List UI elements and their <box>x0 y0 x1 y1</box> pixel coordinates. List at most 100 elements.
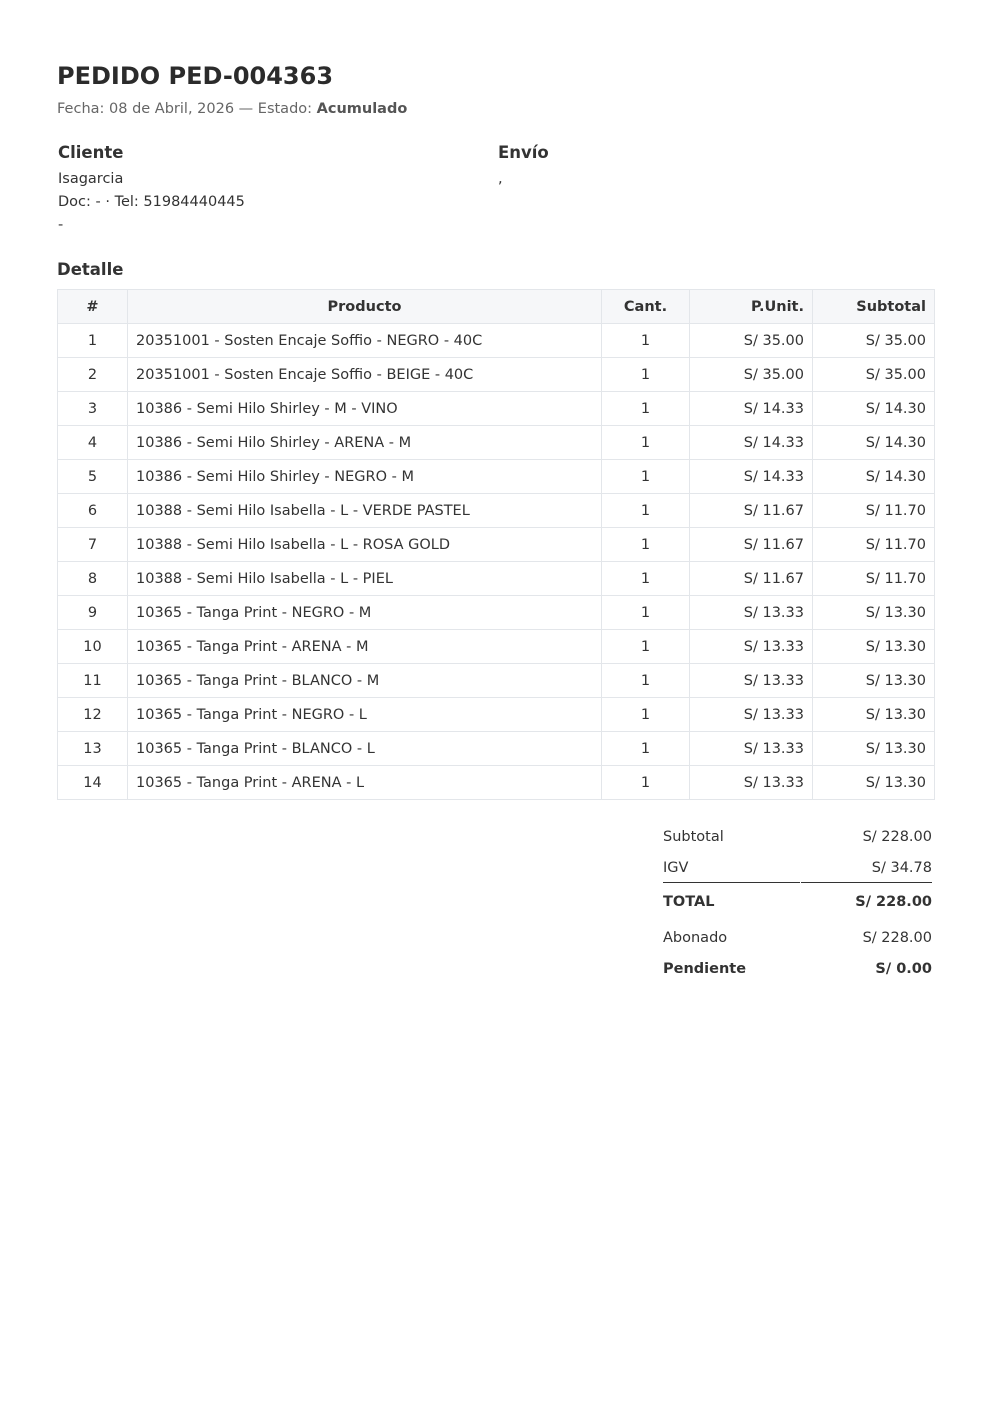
table-row: 7 10388 - Semi Hilo Isabella - L - ROSA G… <box>57 527 935 562</box>
table-row: 8 10388 - Semi Hilo Isabella - L - PIEL 1 S… <box>57 561 935 596</box>
row-number: 9 <box>57 595 128 630</box>
subtotal-value: S/ 228.00 <box>862 829 932 845</box>
row-cantidad: 1 <box>601 357 690 392</box>
row-cantidad: 1 <box>601 459 690 494</box>
table-row: 10 10365 - Tanga Print - ARENA - M 1 S/ 13.… <box>57 629 935 664</box>
row-number: 8 <box>57 561 128 596</box>
row-precio-unitario: S/ 35.00 <box>689 357 813 392</box>
cliente-direccion: - <box>58 217 64 233</box>
row-producto: 10388 - Semi Hilo Isabella - L - ROSA GO… <box>127 527 602 562</box>
row-producto: 10386 - Semi Hilo Shirley - ARENA - M <box>127 425 602 460</box>
totals-divider <box>663 882 932 883</box>
table-row: 3 10386 - Semi Hilo Shirley - M - VINO 1 S/… <box>57 391 935 426</box>
row-precio-unitario: S/ 13.33 <box>689 663 813 698</box>
totals-igv-row: IGV S/ 34.78 <box>663 857 932 888</box>
totals-total-row: TOTAL S/ 228.00 <box>663 883 932 913</box>
col-precio-unitario: P.Unit. <box>689 289 813 324</box>
row-producto: 10365 - Tanga Print - NEGRO - M <box>127 595 602 630</box>
row-producto: 20351001 - Sosten Encaje Soffio - NEGRO … <box>127 323 602 358</box>
table-row: 12 10365 - Tanga Print - NEGRO - L 1 S/ 13.… <box>57 697 935 732</box>
row-number: 10 <box>57 629 128 664</box>
row-cantidad: 1 <box>601 629 690 664</box>
row-precio-unitario: S/ 13.33 <box>689 629 813 664</box>
cliente-section: Cliente Isagarcia Doc: - · Tel: 51984440… <box>58 144 245 237</box>
row-producto: 10386 - Semi Hilo Shirley - M - VINO <box>127 391 602 426</box>
row-cantidad: 1 <box>601 765 690 800</box>
igv-label: IGV <box>663 860 689 876</box>
row-precio-unitario: S/ 11.67 <box>689 527 813 562</box>
row-number: 1 <box>57 323 128 358</box>
igv-value: S/ 34.78 <box>871 860 932 876</box>
row-subtotal: S/ 11.70 <box>812 527 935 562</box>
row-precio-unitario: S/ 11.67 <box>689 493 813 528</box>
table-row: 1 20351001 - Sosten Encaje Soffio - NEGRO… <box>57 323 935 358</box>
envio-section: Envío , <box>498 144 549 191</box>
row-cantidad: 1 <box>601 561 690 596</box>
table-row: 6 10388 - Semi Hilo Isabella - L - VERDE … <box>57 493 935 528</box>
col-cantidad: Cant. <box>601 289 690 324</box>
estado-value: Acumulado <box>316 101 408 117</box>
row-subtotal: S/ 13.30 <box>812 765 935 800</box>
pendiente-label: Pendiente <box>663 961 747 977</box>
cliente-doc-tel: Doc: - · Tel: 51984440445 <box>58 194 245 210</box>
cliente-heading: Cliente <box>58 143 124 162</box>
table-row: 11 10365 - Tanga Print - BLANCO - M 1 S/ 13… <box>57 663 935 698</box>
row-number: 14 <box>57 765 128 800</box>
detalle-heading: Detalle <box>57 260 124 279</box>
total-label: TOTAL <box>663 894 715 910</box>
row-cantidad: 1 <box>601 731 690 766</box>
totals-abonado-row: Abonado S/ 228.00 <box>663 927 932 958</box>
total-value: S/ 228.00 <box>855 894 932 910</box>
row-cantidad: 1 <box>601 425 690 460</box>
totals-summary: Subtotal S/ 228.00 IGV S/ 34.78 TOTAL S/ 22… <box>663 826 932 989</box>
row-producto: 10386 - Semi Hilo Shirley - NEGRO - M <box>127 459 602 494</box>
order-meta: Fecha: 08 de Abril, 2026 — Estado: Acumu… <box>57 101 407 117</box>
row-number: 4 <box>57 425 128 460</box>
row-subtotal: S/ 35.00 <box>812 357 935 392</box>
row-producto: 20351001 - Sosten Encaje Soffio - BEIGE … <box>127 357 602 392</box>
table-row: 14 10365 - Tanga Print - ARENA - L 1 S/ 13.… <box>57 765 935 800</box>
row-subtotal: S/ 13.30 <box>812 697 935 732</box>
row-subtotal: S/ 13.30 <box>812 731 935 766</box>
table-row: 13 10365 - Tanga Print - BLANCO - L 1 S/ 13… <box>57 731 935 766</box>
table-row: 9 10365 - Tanga Print - NEGRO - M 1 S/ 13.3… <box>57 595 935 630</box>
row-subtotal: S/ 35.00 <box>812 323 935 358</box>
page-title: PEDIDO PED-004363 <box>57 62 334 90</box>
col-producto: Producto <box>127 289 602 324</box>
row-subtotal: S/ 14.30 <box>812 391 935 426</box>
row-producto: 10365 - Tanga Print - BLANCO - M <box>127 663 602 698</box>
abonado-value: S/ 228.00 <box>862 930 932 946</box>
row-cantidad: 1 <box>601 391 690 426</box>
abonado-label: Abonado <box>663 930 728 946</box>
row-subtotal: S/ 13.30 <box>812 663 935 698</box>
col-number: # <box>57 289 128 324</box>
row-subtotal: S/ 14.30 <box>812 425 935 460</box>
row-producto: 10365 - Tanga Print - BLANCO - L <box>127 731 602 766</box>
row-producto: 10365 - Tanga Print - ARENA - M <box>127 629 602 664</box>
row-producto: 10365 - Tanga Print - NEGRO - L <box>127 697 602 732</box>
row-number: 5 <box>57 459 128 494</box>
row-number: 7 <box>57 527 128 562</box>
row-number: 11 <box>57 663 128 698</box>
envio-direccion: , <box>498 171 503 187</box>
row-precio-unitario: S/ 14.33 <box>689 391 813 426</box>
row-subtotal: S/ 14.30 <box>812 459 935 494</box>
row-cantidad: 1 <box>601 527 690 562</box>
row-precio-unitario: S/ 11.67 <box>689 561 813 596</box>
cliente-nombre: Isagarcia <box>58 171 124 187</box>
totals-pendiente-row: Pendiente S/ 0.00 <box>663 958 932 989</box>
row-cantidad: 1 <box>601 493 690 528</box>
table-row: 2 20351001 - Sosten Encaje Soffio - BEIGE… <box>57 357 935 392</box>
row-precio-unitario: S/ 13.33 <box>689 595 813 630</box>
row-precio-unitario: S/ 14.33 <box>689 459 813 494</box>
row-cantidad: 1 <box>601 697 690 732</box>
row-cantidad: 1 <box>601 323 690 358</box>
subtotal-label: Subtotal <box>663 829 724 845</box>
row-subtotal: S/ 13.30 <box>812 629 935 664</box>
row-precio-unitario: S/ 35.00 <box>689 323 813 358</box>
fecha-text: Fecha: 08 de Abril, 2026 — Estado: <box>57 101 317 117</box>
row-number: 2 <box>57 357 128 392</box>
table-header-row: # Producto Cant. P.Unit. Subtotal <box>57 289 935 324</box>
